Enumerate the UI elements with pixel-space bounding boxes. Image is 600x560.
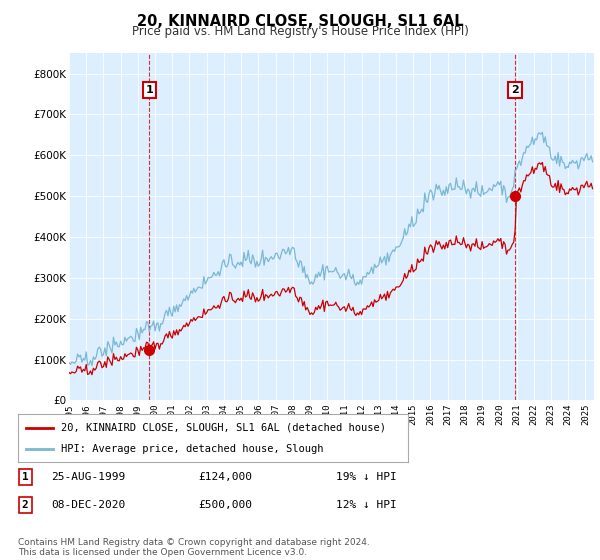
Text: 1: 1 xyxy=(22,472,29,482)
Text: £124,000: £124,000 xyxy=(198,472,252,482)
Text: 1: 1 xyxy=(145,85,153,95)
Text: 08-DEC-2020: 08-DEC-2020 xyxy=(51,500,125,510)
Text: 2: 2 xyxy=(511,85,519,95)
Text: 12% ↓ HPI: 12% ↓ HPI xyxy=(336,500,397,510)
Text: 25-AUG-1999: 25-AUG-1999 xyxy=(51,472,125,482)
Text: 19% ↓ HPI: 19% ↓ HPI xyxy=(336,472,397,482)
Text: Contains HM Land Registry data © Crown copyright and database right 2024.
This d: Contains HM Land Registry data © Crown c… xyxy=(18,538,370,557)
Text: 20, KINNAIRD CLOSE, SLOUGH, SL1 6AL: 20, KINNAIRD CLOSE, SLOUGH, SL1 6AL xyxy=(137,14,463,29)
Text: 20, KINNAIRD CLOSE, SLOUGH, SL1 6AL (detached house): 20, KINNAIRD CLOSE, SLOUGH, SL1 6AL (det… xyxy=(61,423,386,433)
Text: 2: 2 xyxy=(22,500,29,510)
Text: £500,000: £500,000 xyxy=(198,500,252,510)
Text: HPI: Average price, detached house, Slough: HPI: Average price, detached house, Slou… xyxy=(61,444,323,454)
Text: Price paid vs. HM Land Registry's House Price Index (HPI): Price paid vs. HM Land Registry's House … xyxy=(131,25,469,38)
